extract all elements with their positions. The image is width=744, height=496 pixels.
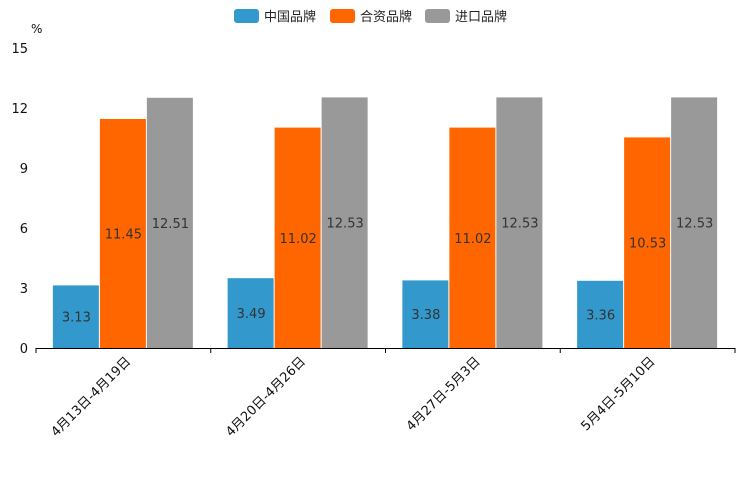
bar-value-label: 12.53 [676,217,713,232]
bar-value-label: 12.51 [152,217,189,232]
bar [577,280,624,348]
bar-value-label: 3.38 [411,308,440,323]
bar [274,127,321,348]
bar-value-label: 11.02 [280,232,317,247]
legend-item-label[interactable]: 合资品牌 [360,9,412,25]
y-tick-label: 0 [20,342,28,357]
bar [52,285,99,348]
bar-value-label: 10.53 [629,237,666,252]
y-tick-label: 15 [11,42,28,57]
bar [624,137,671,348]
y-tick-label: 6 [20,222,28,237]
y-axis: 0 3 6 9 12 15 [11,42,28,357]
x-tick-label: 4月20日-4月26日 [223,354,309,440]
bar [227,278,274,348]
bar [402,280,449,348]
x-tick-label: 5月4日-5月10日 [579,354,659,434]
bar [146,97,193,348]
bar [496,97,543,349]
y-tick-label: 12 [11,102,28,117]
bar-value-label: 3.49 [237,307,266,322]
bar-value-label: 11.45 [105,228,142,243]
bar [321,97,368,349]
legend-item-label[interactable]: 中国品牌 [264,9,316,25]
bar [671,97,718,349]
x-tick-label: 4月13日-4月19日 [48,354,134,440]
legend-swatch [330,9,355,23]
bar-value-label: 11.02 [454,232,491,247]
legend: 中国品牌 合资品牌 进口品牌 [234,9,507,25]
legend-item-label[interactable]: 进口品牌 [455,9,507,25]
bar-value-label: 12.53 [501,217,538,232]
bar-value-label: 3.13 [62,311,91,326]
bars: 3.13 11.45 12.51 3.49 11.02 12.53 3.38 11.02 12.… [52,97,718,349]
bar-value-label: 3.36 [586,308,615,323]
y-tick-label: 9 [20,162,28,177]
legend-swatch [234,9,259,23]
bar-value-label: 12.53 [327,217,364,232]
y-tick-label: 3 [20,282,28,297]
bar [449,127,496,348]
y-axis-unit-label: % [31,22,42,36]
x-axis: 4月13日-4月19日 4月20日-4月26日 4月27日-5月3日 5月4日-5月1… [35,348,736,440]
bar [99,119,146,348]
legend-swatch [425,9,450,23]
x-tick-label: 4月27日-5月3日 [404,354,484,434]
